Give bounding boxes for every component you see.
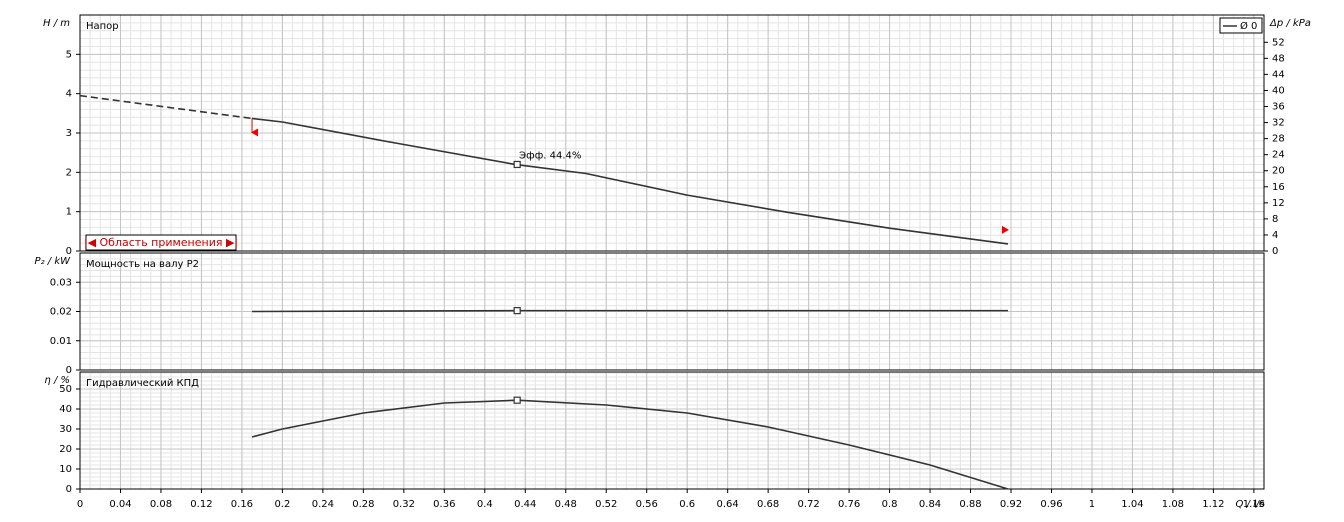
y2-tick-label: 8 bbox=[1272, 214, 1278, 225]
y2-tick-label: 24 bbox=[1272, 150, 1285, 161]
operating-point bbox=[513, 307, 521, 315]
y2-tick-label: 16 bbox=[1272, 182, 1285, 193]
y-tick-label: 0 bbox=[66, 484, 72, 495]
legend-box bbox=[1219, 17, 1263, 34]
x-tick-label: 0.4 bbox=[477, 499, 493, 510]
x-tick-label: 0.92 bbox=[1000, 499, 1022, 510]
y-tick-label: 20 bbox=[59, 444, 72, 455]
x-tick-label: 0.88 bbox=[959, 499, 981, 510]
y-tick-label: 1 bbox=[66, 207, 72, 218]
x-tick-label: 0.56 bbox=[636, 499, 658, 510]
range-label-box bbox=[85, 234, 237, 251]
operating-point bbox=[513, 396, 521, 404]
y2-tick-label: 12 bbox=[1272, 198, 1285, 209]
legend-label: Ø 0 bbox=[1240, 20, 1257, 32]
y2-tick-label: 32 bbox=[1272, 118, 1285, 129]
curve bbox=[252, 309, 1008, 313]
y2-tick-label: 20 bbox=[1272, 166, 1285, 177]
y-axis-label: P₂ / kW bbox=[35, 256, 72, 267]
y-tick-label: 5 bbox=[66, 49, 72, 60]
panel-frame bbox=[79, 371, 1265, 490]
panel-title: Мощность на валу P2 bbox=[86, 259, 199, 270]
x-tick-label: 1 bbox=[1089, 499, 1095, 510]
x-tick-label: 0.16 bbox=[231, 499, 253, 510]
x-tick-label: 0.6 bbox=[679, 499, 695, 510]
y-axis-label: H / m bbox=[43, 18, 70, 29]
curve bbox=[251, 399, 1009, 490]
x-tick-label: 0.52 bbox=[595, 499, 617, 510]
y2-axis-label: Δp / kPa bbox=[1269, 18, 1311, 29]
x-tick-label: 0.84 bbox=[919, 499, 941, 510]
y2-tick-label: 36 bbox=[1272, 102, 1285, 113]
x-tick-label: 0.24 bbox=[312, 499, 334, 510]
x-tick-label: 0.32 bbox=[393, 499, 415, 510]
range-arrow bbox=[1001, 225, 1009, 234]
extrapolated-curve bbox=[79, 94, 253, 120]
curve bbox=[251, 117, 1009, 245]
x-tick-label: 0.96 bbox=[1040, 499, 1062, 510]
operating-point bbox=[513, 160, 521, 169]
y-tick-label: 0.03 bbox=[50, 277, 72, 288]
annotation: Эфф. 44.4% bbox=[519, 150, 581, 161]
x-tick-label: 0.12 bbox=[190, 499, 212, 510]
panel-title: Гидравлический КПД bbox=[86, 378, 199, 389]
x-tick-label: 0.04 bbox=[109, 499, 131, 510]
x-tick-label: 1.04 bbox=[1121, 499, 1143, 510]
panel-frame bbox=[79, 14, 1265, 252]
y2-tick-label: 4 bbox=[1272, 230, 1278, 241]
y2-tick-label: 48 bbox=[1272, 53, 1285, 64]
y2-tick-label: 28 bbox=[1272, 134, 1285, 145]
panel-title: Напор bbox=[86, 21, 119, 32]
x-tick-label: 0.68 bbox=[757, 499, 779, 510]
y-tick-label: 2 bbox=[66, 167, 72, 178]
y2-tick-label: 52 bbox=[1272, 37, 1285, 48]
y-tick-label: 0.02 bbox=[50, 307, 72, 318]
x-tick-label: 0.36 bbox=[433, 499, 455, 510]
y-tick-label: 40 bbox=[59, 404, 72, 415]
x-tick-label: 0.2 bbox=[274, 499, 290, 510]
x-tick-label: 1.12 bbox=[1202, 499, 1224, 510]
y-tick-label: 4 bbox=[66, 89, 72, 100]
x-tick-label: 0.48 bbox=[555, 499, 577, 510]
x-tick-label: 0.28 bbox=[352, 499, 374, 510]
x-tick-label: 1.08 bbox=[1162, 499, 1184, 510]
x-tick-label: 0.72 bbox=[797, 499, 819, 510]
panel-frame bbox=[79, 252, 1265, 371]
y2-tick-label: 0 bbox=[1272, 246, 1278, 257]
x-axis-label: Q / l/s bbox=[1236, 499, 1265, 510]
y-tick-label: 0.01 bbox=[50, 336, 72, 347]
x-tick-label: 0.76 bbox=[838, 499, 860, 510]
x-tick-label: 0.08 bbox=[150, 499, 172, 510]
y-tick-label: 10 bbox=[59, 464, 72, 475]
y-tick-label: 50 bbox=[59, 384, 72, 395]
y-tick-label: 30 bbox=[59, 424, 72, 435]
y-axis-label: η / % bbox=[44, 375, 70, 386]
y-tick-label: 0 bbox=[66, 365, 72, 376]
y-tick-label: 0 bbox=[66, 246, 72, 257]
x-tick-label: 0.44 bbox=[514, 499, 536, 510]
x-tick-label: 0 bbox=[77, 499, 83, 510]
range-label: |◀ Область применения ▶| bbox=[84, 236, 238, 249]
x-tick-label: 1.16 bbox=[1243, 499, 1265, 510]
y-tick-label: 3 bbox=[66, 128, 72, 139]
x-tick-label: 0.8 bbox=[882, 499, 898, 510]
y2-tick-label: 44 bbox=[1272, 69, 1285, 80]
x-tick-label: 0.64 bbox=[717, 499, 739, 510]
range-arrow bbox=[251, 128, 259, 137]
y2-tick-label: 40 bbox=[1272, 85, 1285, 96]
